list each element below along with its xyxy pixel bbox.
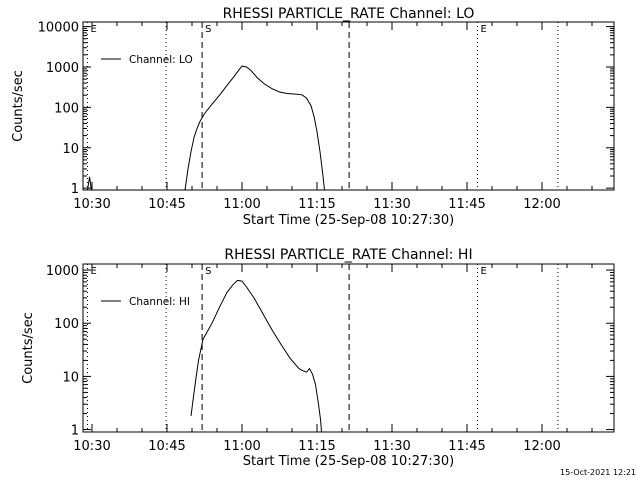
x-tick-label: 12:00 xyxy=(523,197,560,212)
x-tick-label: 11:15 xyxy=(298,439,335,454)
x-tick-label: 10:30 xyxy=(73,439,110,454)
x-tick-label: 11:30 xyxy=(373,197,410,212)
panel-hi: RHESSI PARTICLE_RATE Channel: HI 1 10 100 10… xyxy=(21,247,615,469)
plot-frame xyxy=(82,263,615,433)
x-tick-label: 12:00 xyxy=(523,439,560,454)
y-tick-label: 1 xyxy=(71,424,79,439)
event-marker-label: E xyxy=(481,24,487,35)
plot-frame xyxy=(82,21,615,191)
event-marker-label: E xyxy=(91,266,97,277)
chart-title: RHESSI PARTICLE_RATE Channel: LO xyxy=(223,6,475,22)
x-tick-label: 11:45 xyxy=(448,439,485,454)
y-tick-label: 100 xyxy=(54,101,79,116)
x-tick-label: 10:45 xyxy=(148,439,185,454)
series-line xyxy=(184,65,325,191)
panel-lo: RHESSI PARTICLE_RATE Channel: LO 1 10 100 10… xyxy=(11,6,615,228)
y-tick-label: 100 xyxy=(54,317,79,332)
x-tick-label: 10:30 xyxy=(73,197,110,212)
x-tick-label: 11:15 xyxy=(298,197,335,212)
series-line xyxy=(190,279,322,433)
legend-label: Channel: LO xyxy=(129,54,193,66)
x-tick-label: 11:45 xyxy=(448,197,485,212)
series-line xyxy=(87,176,92,191)
x-axis-label: Start Time (25-Sep-08 10:27:30) xyxy=(243,213,454,228)
x-tick-label: 11:00 xyxy=(223,197,260,212)
y-axis-label: Counts/sec xyxy=(11,70,26,142)
legend-label: Channel: HI xyxy=(129,296,190,308)
event-marker-label: E xyxy=(91,24,97,35)
y-tick-label: 10 xyxy=(62,142,79,157)
y-tick-label: 10000 xyxy=(38,21,79,36)
timestamp-footer: 15-Oct-2021 12:21 xyxy=(560,468,636,477)
y-tick-label: 1000 xyxy=(46,61,79,76)
event-marker-label: S xyxy=(205,266,211,277)
x-tick-label: 11:30 xyxy=(373,439,410,454)
x-tick-label: 11:00 xyxy=(223,439,260,454)
y-tick-label: 1000 xyxy=(46,264,79,279)
chart-title: RHESSI PARTICLE_RATE Channel: HI xyxy=(224,247,472,263)
x-tick-label: 10:45 xyxy=(148,197,185,212)
event-marker-label: S xyxy=(205,24,211,35)
x-axis-label: Start Time (25-Sep-08 10:27:30) xyxy=(243,454,454,469)
y-axis-label: Counts/sec xyxy=(21,312,36,384)
y-tick-label: 10 xyxy=(62,370,79,385)
event-marker-label: E xyxy=(481,266,487,277)
y-tick-label: 1 xyxy=(71,182,79,197)
